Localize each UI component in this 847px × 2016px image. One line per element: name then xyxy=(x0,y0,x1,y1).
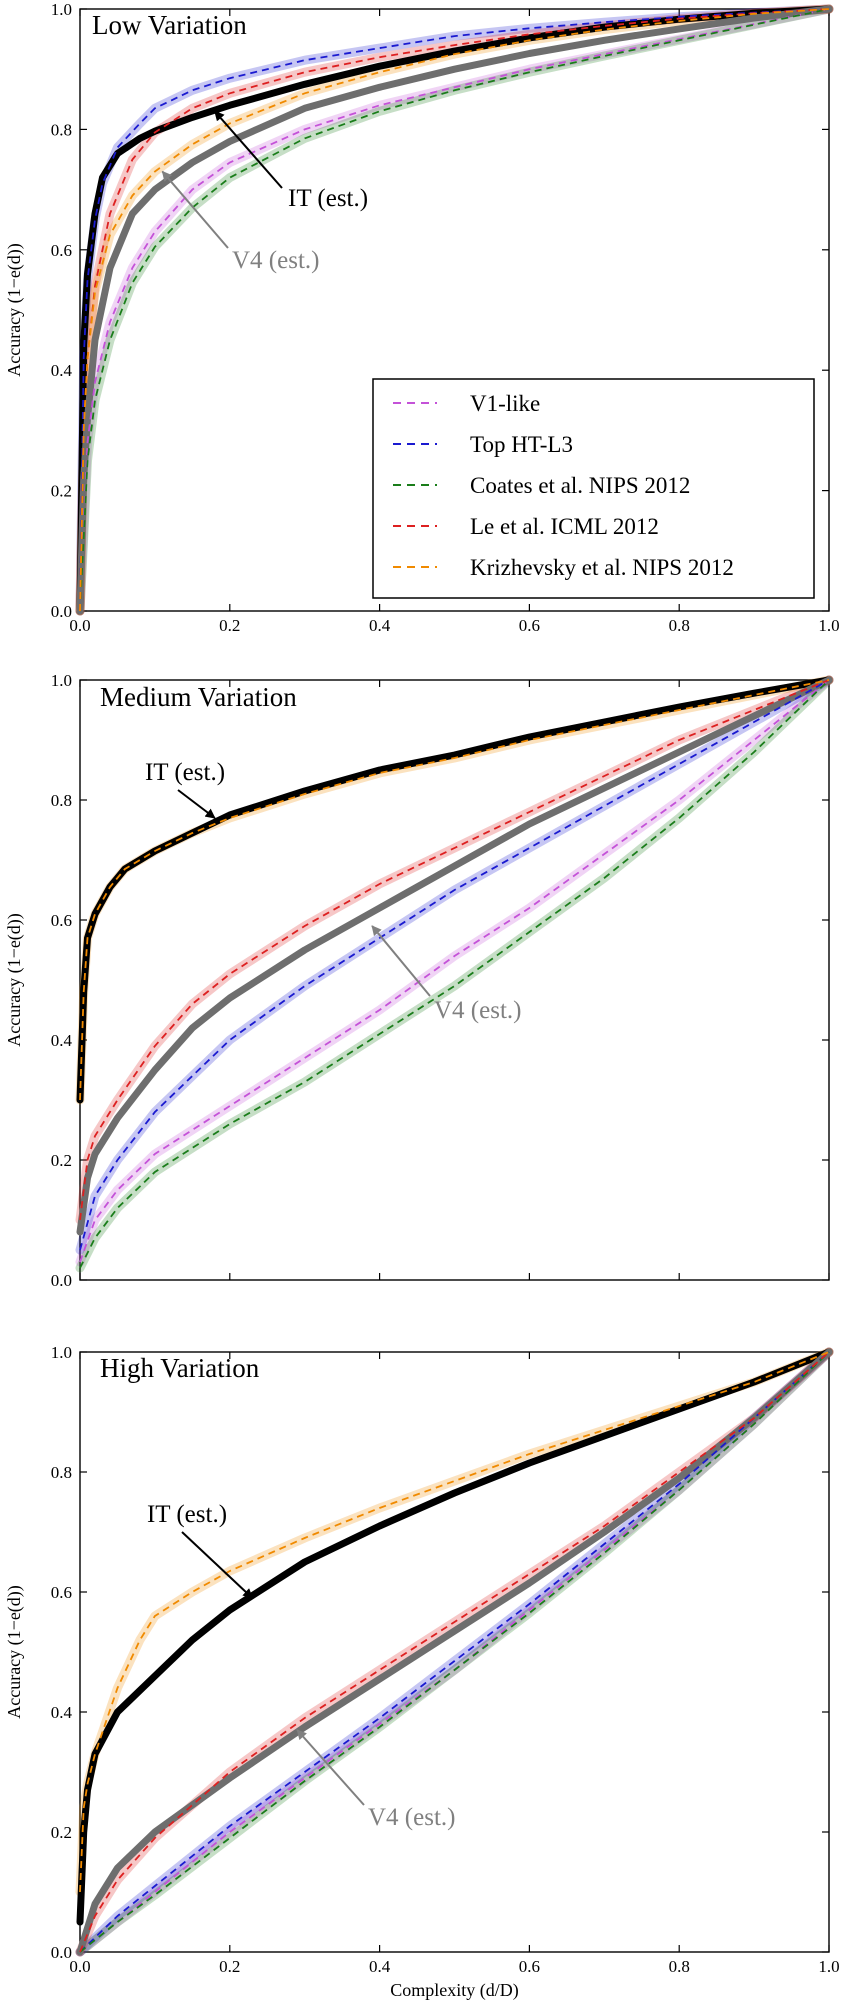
series-line-le-et-al-icml-2012 xyxy=(79,679,830,1221)
legend-label-coates-et-al-nips-2012: Coates et al. NIPS 2012 xyxy=(470,473,690,498)
annotation-arrow-v4 xyxy=(371,925,431,997)
y-tick-label: 0.2 xyxy=(51,1823,72,1842)
annotation-label-it: IT (est.) xyxy=(288,185,368,212)
y-tick-label: 0.6 xyxy=(51,911,72,930)
x-tick-label: 0.8 xyxy=(669,1957,690,1976)
legend-label-krizhevsky-et-al-nips-2012: Krizhevsky et al. NIPS 2012 xyxy=(470,555,734,580)
series-line-coates-et-al-nips-2012 xyxy=(79,679,830,1269)
legend-box xyxy=(372,378,815,599)
annotation-arrow-it xyxy=(214,110,283,189)
x-tick-label: 0.4 xyxy=(369,616,391,635)
y-tick-label: 1.0 xyxy=(51,1343,72,1362)
y-tick-label: 0.2 xyxy=(51,482,72,501)
y-axis-label: Accuracy (1−e(d)) xyxy=(4,1585,25,1719)
chart-panel-3: 0.0 0.2 0.4 0.6 0.8 1.0 0.0 0.2 0.4 0.6 0.8 1.0 Accu… xyxy=(4,1343,840,2001)
y-tick-label: 0.0 xyxy=(51,1943,72,1962)
y-tick-label: 0.2 xyxy=(51,1151,72,1170)
y-axis-label: Accuracy (1−e(d)) xyxy=(4,243,25,377)
plot-frame xyxy=(79,679,830,1281)
y-tick-label: 1.0 xyxy=(51,0,72,19)
y-tick-label: 0.6 xyxy=(51,1583,72,1602)
y-tick-label: 1.0 xyxy=(51,671,72,690)
y-tick-label: 0.8 xyxy=(51,791,72,810)
annotation-label-v4: V4 (est.) xyxy=(368,1804,455,1831)
annotation-label-v4: V4 (est.) xyxy=(232,247,319,274)
series-line-coates-et-al-nips-2012 xyxy=(79,1351,830,1953)
annotation-arrow-it xyxy=(177,789,216,819)
panel-title: Medium Variation xyxy=(100,682,297,712)
series-line-krizhevsky-et-al-nips-2012 xyxy=(79,679,830,1101)
x-tick-label: 1.0 xyxy=(818,1957,839,1976)
x-tick-label: 0.2 xyxy=(219,1957,240,1976)
y-tick-label: 0.4 xyxy=(51,1031,73,1050)
annotation-label-it: IT (est.) xyxy=(147,1501,227,1528)
chart-panel-2: 0.0 0.2 0.4 0.6 0.8 1.0 Accuracy (1−e(d)) Mediu… xyxy=(4,671,834,1290)
chart-panel-1: 0.0 0.2 0.4 0.6 0.8 1.0 0.0 0.2 0.4 0.6 0.8 1.0 Accu… xyxy=(4,0,840,635)
x-tick-label: 0.6 xyxy=(519,1957,540,1976)
annotation-arrow-v4 xyxy=(296,1729,365,1806)
legend-label-v1-like: V1-like xyxy=(470,391,540,416)
series-line-it-est xyxy=(76,1348,833,1926)
annotation-label-it: IT (est.) xyxy=(145,759,225,786)
y-tick-label: 0.4 xyxy=(51,361,73,380)
y-tick-label: 0.4 xyxy=(51,1703,73,1722)
annotation-arrow-it xyxy=(181,1531,253,1599)
y-tick-label: 0.8 xyxy=(51,120,72,139)
legend-label-top-ht-l3: Top HT-L3 xyxy=(470,432,573,457)
series-band-le-et-al-icml-2012 xyxy=(75,1347,834,1957)
series-line-v1-like xyxy=(79,679,830,1263)
annotation-arrow-v4 xyxy=(161,170,229,249)
y-tick-label: 0.0 xyxy=(51,1271,72,1290)
series-line-krizhevsky-et-al-nips-2012 xyxy=(79,8,830,612)
legend: V1-like Top HT-L3 Coates et al. NIPS 2012 L… xyxy=(372,378,815,599)
x-axis-label: Complexity (d/D) xyxy=(390,1980,519,2001)
x-tick-label: 0.0 xyxy=(69,616,90,635)
series-line-v4-est xyxy=(76,1348,833,1956)
x-tick-label: 0.6 xyxy=(519,616,540,635)
legend-label-le-et-al-icml-2012: Le et al. ICML 2012 xyxy=(470,514,659,539)
y-tick-label: 0.0 xyxy=(51,602,72,621)
panels: 0.0 0.2 0.4 0.6 0.8 1.0 0.0 0.2 0.4 0.6 0.8 1.0 Accu… xyxy=(4,0,840,2001)
x-tick-label: 1.0 xyxy=(818,616,839,635)
series-line-krizhevsky-et-al-nips-2012 xyxy=(79,1351,830,1893)
plot-frame xyxy=(79,1351,830,1953)
series-line-v4-est xyxy=(76,676,833,1236)
x-tick-label: 0.2 xyxy=(219,616,240,635)
panel-title: High Variation xyxy=(100,1353,260,1383)
y-axis-label: Accuracy (1−e(d)) xyxy=(4,913,25,1047)
x-tick-label: 0.4 xyxy=(369,1957,391,1976)
annotation-label-v4: V4 (est.) xyxy=(434,997,521,1024)
series-band-top-ht-l3 xyxy=(75,1347,834,1957)
plot-frame xyxy=(79,8,830,612)
series-line-it-est xyxy=(76,676,833,1104)
x-tick-label: 0.0 xyxy=(69,1957,90,1976)
y-tick-label: 0.8 xyxy=(51,1463,72,1482)
x-tick-label: 0.8 xyxy=(669,616,690,635)
series-line-coates-et-al-nips-2012 xyxy=(79,8,830,612)
series-line-v4-est xyxy=(76,5,833,615)
panel-title: Low Variation xyxy=(92,10,247,40)
series-line-v1-like xyxy=(79,8,830,612)
series-line-top-ht-l3 xyxy=(79,679,830,1251)
y-tick-label: 0.6 xyxy=(51,241,72,260)
